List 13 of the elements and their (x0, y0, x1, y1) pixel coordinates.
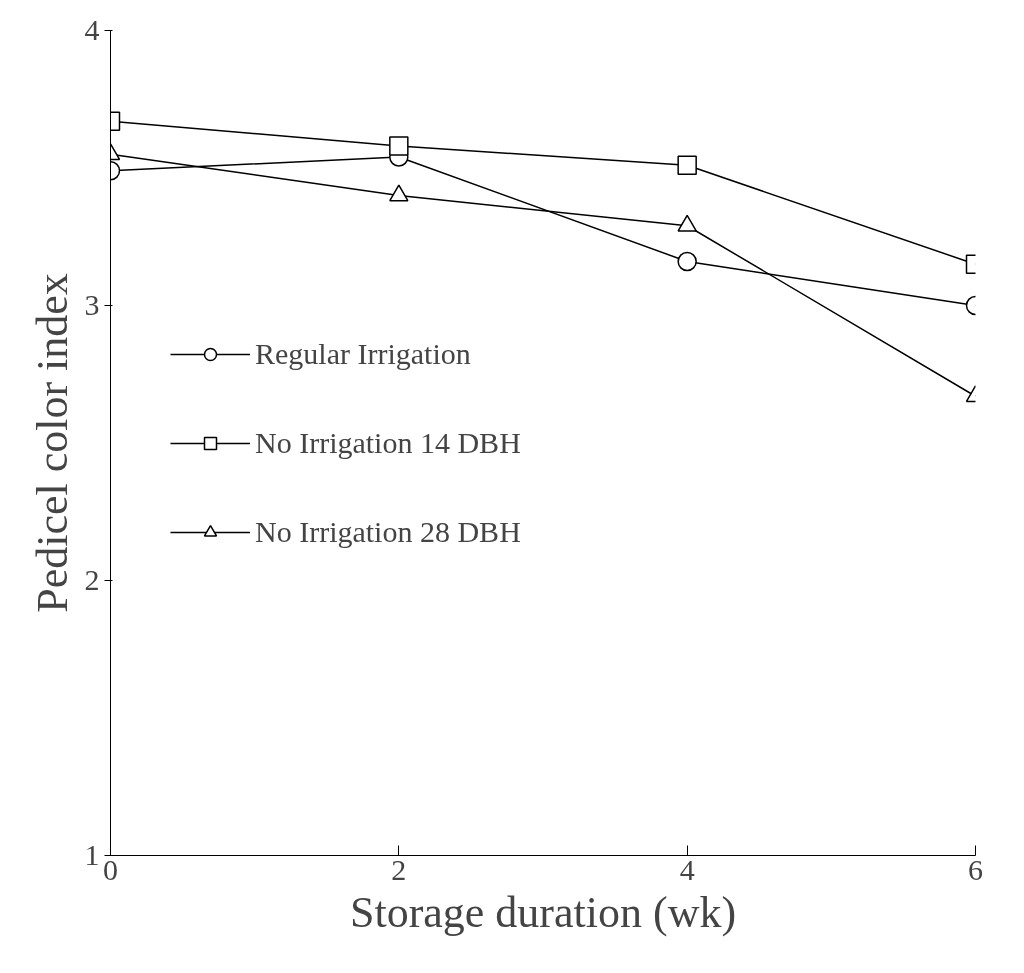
legend-label: Regular Irrigation (255, 336, 471, 371)
y-tick-label: 2 (84, 563, 100, 596)
y-tick-label: 1 (84, 838, 100, 871)
x-tick-label: 0 (103, 852, 118, 886)
x-tick-label: 2 (391, 852, 407, 886)
x-tick-label: 6 (968, 852, 983, 886)
legend-label: No Irrigation 14 DBH (255, 425, 521, 460)
legend-label: No Irrigation 28 DBH (255, 514, 521, 549)
y-tick-label: 3 (84, 288, 100, 321)
y-tick-label: 4 (84, 13, 100, 46)
x-tick-label: 4 (679, 852, 695, 886)
x-axis-title: Storage duration (wk) (349, 887, 737, 937)
y-axis-title: Pedicel color index (27, 273, 77, 613)
